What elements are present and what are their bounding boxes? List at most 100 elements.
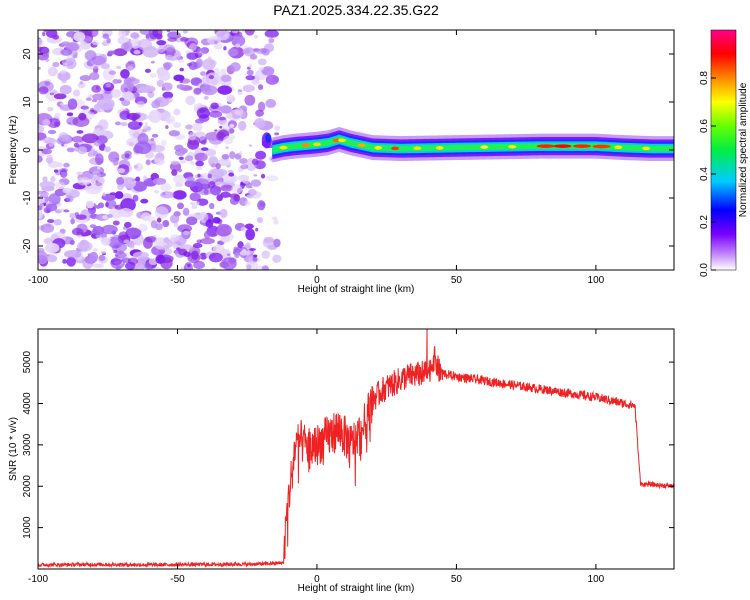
signal-hotspot [614,145,623,150]
spectrogram-noise-blob [255,48,266,55]
spectrogram-noise-blob [189,161,195,165]
spectrogram-noise-blob [189,202,196,206]
spectrogram-noise-blob [47,218,55,224]
spectrogram-noise-blob [233,246,240,252]
spectrogram-noise-blob [254,118,266,129]
spectrogram-noise-blob [95,234,101,238]
spectrogram-noise-blob [215,163,221,170]
colorbar-tick-label: 0.6 [699,119,710,133]
spectrogram-noise-blob [231,184,243,194]
spectrogram-noise-blob [145,159,151,166]
spectrogram-y-label: Frequency (Hz) [8,116,19,185]
spectrogram-noise-blob [54,121,60,127]
spectrogram-noise-blob [135,176,141,182]
spectrogram-noise-blob [231,30,239,34]
spectrogram-noise-blob [262,238,274,248]
spectrogram-noise-blob [95,153,104,165]
spectrogram-noise-blob [92,248,99,252]
spectrogram-noise-blob [52,61,60,68]
spectrogram-noise-blob [154,189,160,194]
spectrogram-noise-blob [165,125,169,129]
spectrogram-noise-blob [219,261,229,269]
spectrogram-noise-blob [79,239,90,252]
spectrogram-noise-blob [72,54,78,59]
signal-hotspot [592,144,611,149]
spectrogram-noise-blob [53,218,62,226]
spectrogram-noise-blob [173,121,182,128]
y-tick-label: 10 [22,96,33,108]
spectrogram-noise-blob [124,87,129,93]
spectrogram-noise-blob [238,120,247,131]
spectrogram-noise-blob [195,160,204,167]
spectrogram-noise-blob [91,39,100,46]
spectrogram-noise-blob [261,250,271,259]
spectrogram-noise-blob [196,47,206,56]
spectrogram-noise-blob [59,169,68,178]
spectrogram-noise-blob [50,175,56,182]
spectrogram-noise-blob [215,223,232,237]
spectrogram-noise-blob [257,200,266,211]
spectrogram-noise-blob [130,32,140,39]
spectrogram-noise-blob [60,48,73,56]
spectrogram-noise-blob [251,158,259,166]
spectrogram-noise-blob [140,212,151,221]
spectrogram-noise-blob [38,86,49,95]
spectrogram-noise-blob [274,125,281,131]
spectrogram-noise-blob [156,217,162,223]
spectrogram-noise-blob [67,98,78,110]
spectrogram-noise-blob [79,182,84,185]
spectrogram-noise-blob [226,253,231,257]
spectrogram-noise-blob [156,79,165,88]
spectrogram-noise-blob [92,93,104,101]
signal-hotspot [572,144,591,148]
spectrogram-noise-blob [235,43,241,48]
spectrogram-noise-blob [244,200,251,206]
spectrogram-noise-blob [98,254,106,262]
spectrogram-noise-blob [237,241,244,249]
spectrogram-noise-blob [114,191,124,200]
spectrogram-noise-blob [245,242,251,248]
spectrogram-noise-blob [102,192,106,197]
spectrogram-noise-blob [124,153,130,159]
spectrogram-noise-blob [214,40,218,45]
spectrogram-noise-blob [159,159,165,163]
spectrogram-noise-blob [117,168,126,174]
spectrogram-noise-blob [64,250,82,259]
spectrogram-noise-blob [38,205,43,211]
spectrogram-noise-blob [112,220,120,226]
spectrogram-noise-blob [45,154,54,164]
y-tick-label: -10 [22,190,33,205]
spectrogram-noise-blob [112,158,119,166]
spectrogram-noise-blob [163,44,175,53]
spectrogram-noise-blob [142,125,151,132]
spectrogram-x-label: Height of straight line (km) [298,284,415,295]
spectrogram-noise-blob [59,84,72,95]
spectrogram-noise-blob [271,216,278,221]
spectrogram-noise-blob [113,48,128,57]
spectrogram-noise-blob [63,209,70,213]
spectrogram-noise-blob [241,248,247,254]
spectrogram-noise-blob [127,65,134,72]
signal-hotspot [301,143,310,147]
spectrogram-noise-blob [38,209,43,220]
spectrogram-noise-blob [76,171,83,176]
spectrogram-noise-blob [229,151,236,160]
spectrogram-noise-blob [105,202,109,208]
spectrogram-noise-blob [221,154,230,160]
spectrogram-noise-blob [162,62,173,69]
spectrogram-noise-blob [118,208,134,218]
spectrogram-noise-blob [101,224,118,235]
spectrogram-noise-blob [89,72,100,81]
spectrogram-noise-blob [140,198,149,204]
spectrogram-noise-blob [91,84,102,93]
spectrogram-noise-blob [84,50,97,61]
spectrogram-noise-blob [167,37,178,42]
spectrogram-noise-blob [136,100,145,108]
spectrogram-noise-blob [53,169,59,173]
spectrogram-noise-blob [231,34,246,47]
spectrogram-noise-blob [107,50,116,55]
colorbar: 0.0 0.2 0.4 0.6 0.8 Normalized spectral ampl… [699,29,749,277]
spectrogram-noise-blob [144,122,148,126]
spectrogram-noise-blob [195,201,200,206]
spectrogram-noise-blob [162,219,170,228]
